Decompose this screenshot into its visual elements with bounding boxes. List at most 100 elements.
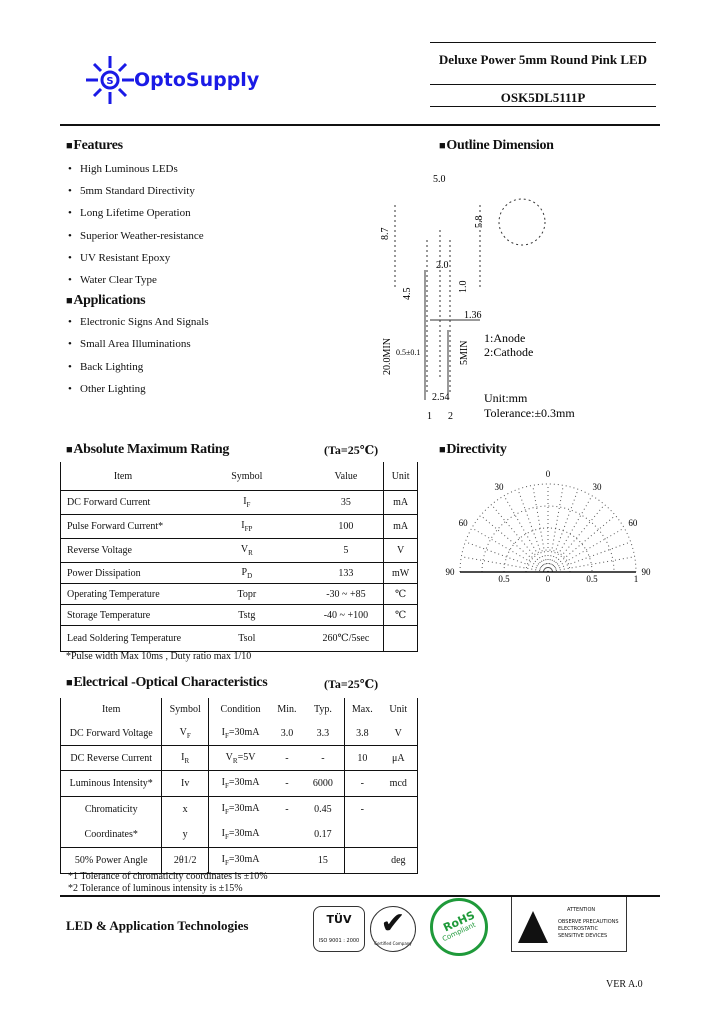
table-row: DC Forward Voltage VF IF=30mA 3.0 3.3 3.8 V <box>59 721 418 746</box>
polar-grid-ray <box>491 504 549 573</box>
min-cell: - <box>272 745 302 771</box>
feature-item: High Luminous LEDs <box>68 163 178 175</box>
unit-cell: μA <box>379 745 418 771</box>
symbol-cell: x <box>161 796 209 822</box>
value-cell: 100 <box>308 514 384 539</box>
axis-tick-label: 0.5 <box>586 574 598 584</box>
pin-label: 2:Cathode <box>484 345 533 359</box>
feature-item: UV Resistant Epoxy <box>68 252 170 264</box>
unit-cell <box>379 796 418 822</box>
symbol-cell: IFP <box>185 514 309 539</box>
condition-cell: IF=30mA <box>207 770 273 797</box>
polar-grid-ray <box>547 556 635 573</box>
table-row: Lead Soldering Temperature Tsol 260℃/5sec <box>60 625 418 652</box>
dim-label: 2 <box>448 411 453 422</box>
max-cell: 10 <box>344 745 380 771</box>
svg-text:S: S <box>106 76 113 87</box>
polar-grid-arc <box>459 483 637 573</box>
unit-cell <box>383 625 418 652</box>
column-header: Symbol <box>185 462 309 491</box>
table-row: DC Reverse Current IR VR=5V - -10 μA <box>59 745 418 771</box>
polar-grid-ray <box>465 541 549 573</box>
eo-heading: Electrical -Optical Characteristics <box>66 675 267 691</box>
unit-cell <box>379 822 418 848</box>
table-row: Pulse Forward Current* IFP 100 mA <box>60 514 418 539</box>
dim-label: 5.8 <box>474 216 485 229</box>
dim-label: 2.0 <box>436 260 449 271</box>
unit-cell: ℃ <box>383 604 418 626</box>
dim-label: 5.0 <box>433 174 446 185</box>
esd-line: OBSERVE PRECAUTIONS <box>558 919 619 925</box>
divider <box>430 106 656 107</box>
applications-heading: Applications <box>66 293 145 309</box>
value-cell: -40 ~ +100 <box>308 604 384 626</box>
angle-label: 0 <box>546 469 551 479</box>
application-item: Other Lighting <box>68 383 146 395</box>
value-cell: 260℃/5sec <box>308 625 384 652</box>
esd-line: SENSITIVE DEVICES <box>558 933 608 939</box>
feature-item: Superior Weather-resistance <box>68 230 204 242</box>
polar-grid-ray <box>517 489 549 573</box>
item-cell: Operating Temperature <box>60 583 185 605</box>
table-row: 50% Power Angle 2θ1/2 IF=30mA 15 deg <box>59 847 418 874</box>
symbol-cell: Iv <box>161 770 209 797</box>
dim-label: 8.7 <box>380 228 391 241</box>
polar-grid-ray <box>547 515 616 573</box>
outline-heading: Outline Dimension <box>439 138 554 154</box>
min-cell: 3.0 <box>272 721 302 746</box>
pin-label: 1:Anode <box>484 331 525 345</box>
certified-company-logo: ✔ Certified Company <box>370 906 416 952</box>
column-header: Symbol <box>161 698 209 721</box>
polar-grid-ray <box>503 495 549 573</box>
outline-drawing: 5.0 8.7 5.8 1.0 4.5 2.0 1.36 20.0MIN 0.5… <box>380 174 575 422</box>
features-heading: Features <box>66 138 123 154</box>
unit-cell: V <box>379 721 418 746</box>
esd-warning-icon <box>518 911 548 943</box>
item-cell: Luminous Intensity* <box>59 770 162 797</box>
unit-cell: mA <box>383 490 418 515</box>
dim-label: 2.54 <box>432 392 450 403</box>
brand-name: OptoSupply <box>134 69 260 91</box>
column-header: Unit <box>383 462 418 491</box>
polar-grid-ray <box>547 527 625 573</box>
company-name: LED & Application Technologies <box>66 918 249 933</box>
item-cell: 50% Power Angle <box>59 847 162 874</box>
version-label: VER A.0 <box>606 979 643 990</box>
divider <box>430 84 656 85</box>
min-cell <box>272 822 302 848</box>
condition-cell: IF=30mA <box>207 822 273 848</box>
dim-label: 4.5 <box>402 288 413 301</box>
table-row: Coordinates* y IF=30mA 0.17 <box>59 822 418 848</box>
feature-item: 5mm Standard Directivity <box>68 185 195 197</box>
tuv-subtext: ISO 9001 : 2000 <box>318 938 360 944</box>
item-cell: Pulse Forward Current* <box>60 514 185 539</box>
certified-text: Certified Company <box>374 941 412 946</box>
item-cell: Storage Temperature <box>60 604 185 626</box>
dim-label: 1.36 <box>464 310 482 321</box>
polar-grid-ray <box>471 527 549 573</box>
symbol-cell: VF <box>161 721 209 746</box>
item-cell: Lead Soldering Temperature <box>60 625 185 652</box>
sun-logo-icon: S <box>86 56 134 104</box>
condition-cell: IF=30mA <box>207 847 273 874</box>
esd-line: ELECTROSTATIC <box>558 926 598 932</box>
condition-cell: IF=30mA <box>207 721 273 746</box>
eo-condition: (Ta=25℃) <box>324 677 379 691</box>
column-header: Value <box>308 462 384 491</box>
table-header-row: Item Symbol Value Unit <box>60 462 418 491</box>
symbol-cell: IF <box>185 490 309 515</box>
abs-max-note: *Pulse width Max 10ms , Duty ratio max 1… <box>66 651 252 662</box>
polar-grid-ray <box>547 541 631 573</box>
unit-cell: V <box>383 538 418 563</box>
esd-title: ATTENTION <box>567 907 596 913</box>
condition-cell: IF=30mA <box>207 796 273 822</box>
feature-item: Long Lifetime Operation <box>68 207 191 219</box>
max-cell: - <box>344 796 380 822</box>
typ-cell: - <box>301 745 345 771</box>
typ-cell: 15 <box>301 847 345 874</box>
angle-label: 30 <box>593 482 603 492</box>
min-cell <box>272 847 302 874</box>
column-header: Condition <box>207 698 273 721</box>
table-header-row: Item Symbol Condition Min. Typ. Max. Unit <box>59 698 418 721</box>
item-cell: Reverse Voltage <box>60 538 185 563</box>
